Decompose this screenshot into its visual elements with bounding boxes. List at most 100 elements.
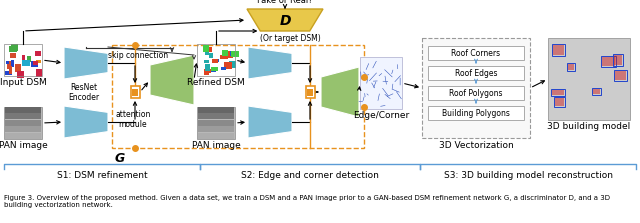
Bar — [422, 38, 530, 138]
Bar — [6, 61, 10, 64]
Polygon shape — [247, 9, 323, 31]
Bar — [222, 50, 228, 56]
Bar — [198, 114, 234, 119]
Bar — [112, 45, 364, 148]
Bar — [198, 107, 234, 113]
Bar — [230, 51, 236, 56]
Bar — [31, 61, 38, 67]
Text: Refined DSM: Refined DSM — [187, 78, 245, 87]
Bar — [554, 97, 565, 107]
Polygon shape — [150, 55, 194, 105]
Bar — [204, 60, 209, 63]
Bar — [17, 71, 24, 77]
Bar — [615, 71, 626, 80]
Bar — [17, 71, 24, 78]
Bar — [209, 53, 213, 58]
Bar — [211, 69, 216, 72]
Bar — [4, 44, 42, 76]
Bar — [11, 60, 14, 67]
Polygon shape — [64, 106, 108, 138]
Bar — [131, 86, 140, 98]
Bar — [204, 45, 209, 52]
Bar — [307, 89, 313, 95]
Bar — [567, 63, 575, 71]
Polygon shape — [321, 67, 359, 117]
Bar — [428, 46, 524, 60]
Bar — [5, 133, 41, 138]
Text: Fake or Real?: Fake or Real? — [257, 0, 313, 5]
Bar — [5, 107, 41, 113]
Bar — [225, 62, 232, 69]
Bar — [22, 60, 30, 66]
Text: Building Polygons: Building Polygons — [442, 109, 510, 118]
Text: Roof Corners: Roof Corners — [451, 48, 500, 58]
Text: PAN image: PAN image — [0, 141, 47, 150]
Bar — [211, 67, 218, 71]
Bar — [132, 89, 138, 95]
Bar — [568, 64, 574, 70]
Polygon shape — [248, 106, 292, 138]
Bar — [15, 64, 21, 72]
Bar — [22, 55, 25, 63]
Bar — [428, 106, 524, 120]
Bar — [553, 45, 564, 55]
Bar — [602, 57, 615, 66]
Text: S2: Edge and corner detection: S2: Edge and corner detection — [241, 171, 379, 180]
Text: S3: 3D building model reconstruction: S3: 3D building model reconstruction — [444, 171, 612, 180]
Bar — [4, 71, 12, 75]
Bar — [198, 126, 234, 132]
Bar — [205, 64, 210, 70]
Text: Edge/Corner: Edge/Corner — [353, 111, 409, 120]
Bar — [205, 47, 209, 55]
Bar — [11, 44, 18, 51]
Bar — [5, 126, 41, 132]
Bar — [221, 67, 226, 70]
Bar — [198, 133, 234, 138]
Bar — [5, 120, 41, 126]
Bar — [428, 66, 524, 80]
Text: Roof Polygons: Roof Polygons — [449, 89, 503, 97]
Text: D: D — [279, 14, 291, 28]
Text: PAN image: PAN image — [191, 141, 241, 150]
Text: Roof Edges: Roof Edges — [455, 68, 497, 78]
Bar — [593, 88, 600, 95]
Bar — [11, 45, 15, 50]
Bar — [221, 55, 228, 58]
Bar — [548, 38, 630, 120]
Polygon shape — [64, 47, 108, 79]
Bar — [428, 86, 524, 100]
Text: 3D building model: 3D building model — [547, 122, 630, 131]
Text: Input DSM: Input DSM — [0, 78, 46, 87]
Bar — [7, 61, 12, 69]
Text: attention
module: attention module — [115, 110, 150, 129]
Bar — [552, 90, 564, 95]
Text: S1: DSM refinement: S1: DSM refinement — [57, 171, 147, 180]
Bar — [555, 98, 564, 106]
Bar — [612, 54, 623, 66]
Bar — [197, 44, 235, 76]
Bar — [214, 59, 219, 62]
Text: Figure 3. Overview of the proposed method. Given a data set, we train a DSM and : Figure 3. Overview of the proposed metho… — [4, 195, 610, 208]
Bar — [305, 86, 314, 98]
Bar — [9, 66, 12, 74]
Text: G: G — [115, 151, 125, 165]
Text: 3D Vectorization: 3D Vectorization — [438, 141, 513, 150]
Bar — [552, 44, 565, 56]
Bar — [10, 53, 16, 58]
Bar — [212, 60, 218, 63]
Bar — [229, 61, 236, 68]
Bar — [36, 60, 41, 63]
Text: ResNet
Encoder: ResNet Encoder — [68, 83, 100, 102]
Bar — [614, 55, 622, 65]
Bar — [550, 89, 565, 96]
Bar — [204, 69, 209, 75]
Bar — [360, 57, 402, 109]
Bar — [5, 114, 41, 119]
Bar — [614, 70, 627, 81]
Bar — [33, 62, 38, 65]
Bar — [4, 107, 42, 139]
Bar — [198, 120, 234, 126]
Bar — [208, 47, 212, 52]
Bar — [28, 56, 31, 62]
Bar — [231, 52, 239, 56]
